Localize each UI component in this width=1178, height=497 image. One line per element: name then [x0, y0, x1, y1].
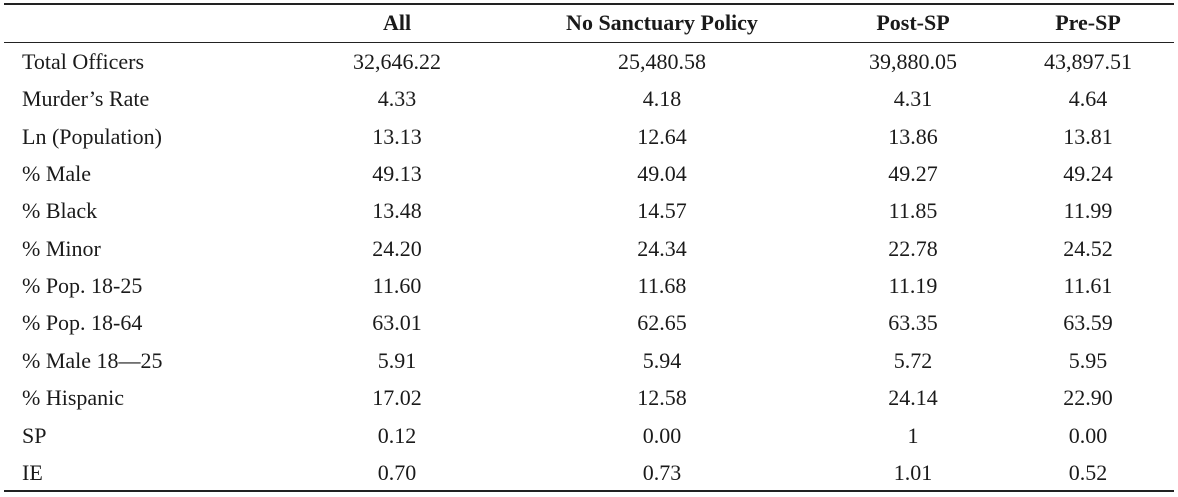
row-label: % Hispanic	[22, 385, 125, 411]
row-label: % Male	[22, 161, 92, 187]
table-cell: 63.01	[372, 310, 422, 336]
table-cell: 14.57	[637, 198, 687, 224]
table-cell: 5.91	[377, 347, 417, 373]
table-cell: 62.65	[637, 310, 687, 336]
table-cell: 32,646.22	[353, 49, 441, 74]
table-cell: 49.04	[637, 161, 687, 187]
top-rule	[4, 3, 1174, 5]
table-cell: 0.70	[377, 459, 417, 485]
table-cell: 5.95	[1068, 347, 1108, 373]
table-cell: 11.60	[372, 273, 422, 299]
table-cell: 0.52	[1068, 459, 1108, 485]
column-header: Pre-SP	[1055, 10, 1121, 35]
table-cell: 0.00	[642, 422, 682, 448]
table-cell: 22.90	[1063, 385, 1113, 411]
table-cell: 12.64	[637, 123, 687, 149]
table-cell: 4.31	[893, 86, 933, 112]
table-cell: 39,880.05	[869, 49, 957, 74]
table-cell: 11.99	[1063, 198, 1113, 224]
table-cell: 25,480.58	[618, 49, 706, 74]
table-cell: 63.35	[888, 310, 938, 336]
row-label: SP	[22, 422, 47, 448]
table-cell: 4.33	[377, 86, 417, 112]
table-cell: 13.86	[888, 123, 938, 149]
row-label: % Pop. 18-64	[22, 310, 143, 336]
table-cell: 24.20	[372, 235, 422, 261]
table-cell: 0.12	[377, 422, 417, 448]
table-cell: 5.72	[893, 347, 933, 373]
row-label: IE	[22, 459, 43, 485]
row-label: Murder’s Rate	[22, 86, 150, 112]
table-cell: 49.13	[372, 161, 422, 187]
table-cell: 11.61	[1063, 273, 1113, 299]
row-label: % Pop. 18-25	[22, 273, 143, 299]
table-cell: 13.48	[372, 198, 422, 224]
table-cell: 24.14	[888, 385, 938, 411]
row-label: % Minor	[22, 235, 101, 261]
table-cell: 49.24	[1063, 161, 1113, 187]
table-cell: 0.00	[1068, 422, 1108, 448]
table-cell: 1.01	[893, 459, 933, 485]
table-cell: 11.68	[637, 273, 687, 299]
table-cell: 4.18	[642, 86, 682, 112]
row-label: % Black	[22, 198, 98, 224]
row-label: Ln (Population)	[22, 123, 162, 149]
table-cell: 12.58	[637, 385, 687, 411]
row-label: % Male 18—25	[22, 347, 163, 373]
table-cell: 24.34	[637, 235, 687, 261]
column-header: No Sanctuary Policy	[566, 10, 758, 35]
table-cell: 63.59	[1063, 310, 1113, 336]
table-cell: 11.19	[888, 273, 938, 299]
column-header: Post-SP	[876, 10, 950, 35]
table-cell: 0.73	[642, 459, 682, 485]
table-cell: 43,897.51	[1044, 49, 1132, 74]
table-cell: 13.13	[372, 123, 422, 149]
table-cell: 1	[907, 422, 919, 448]
table-cell: 17.02	[372, 385, 422, 411]
table-cell: 49.27	[888, 161, 938, 187]
table-cell: 5.94	[642, 347, 682, 373]
header-rule	[4, 42, 1174, 43]
table-cell: 24.52	[1063, 235, 1113, 261]
table-cell: 11.85	[888, 198, 938, 224]
row-label: Total Officers	[22, 49, 145, 74]
column-header: All	[382, 10, 412, 35]
table-cell: 22.78	[888, 235, 938, 261]
table-cell: 4.64	[1068, 86, 1108, 112]
table-cell: 13.81	[1063, 123, 1113, 149]
bottom-rule	[4, 490, 1174, 492]
